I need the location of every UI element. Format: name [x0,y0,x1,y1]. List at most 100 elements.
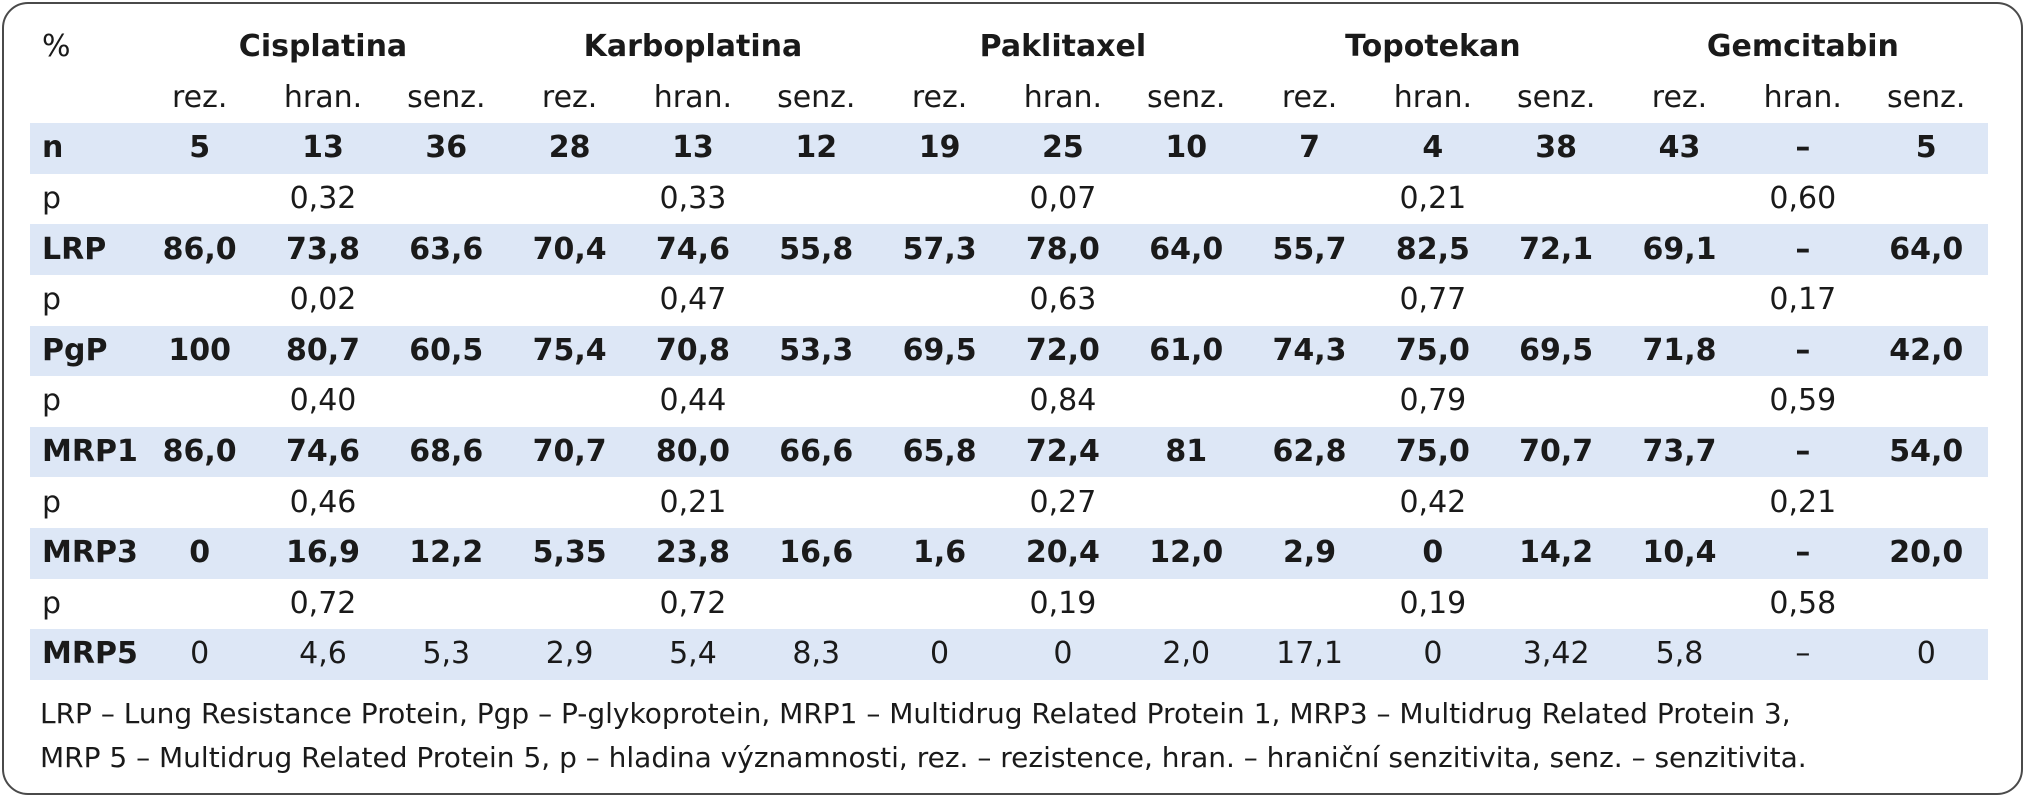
subheader-cell: hran. [653,79,733,115]
table-cell [878,275,1001,326]
table-cell [755,477,878,528]
table-cell: 55,7 [1247,224,1372,275]
table-cell: 82,5 [1371,224,1495,275]
table-cell: – [1741,426,1865,478]
table-cell: 3,42 [1494,629,1618,680]
table-row: p 0,40 0,44 0,84 0,79 0,59 [30,376,1988,427]
table-cell [878,579,1001,630]
table-cell: 0,32 [289,181,357,217]
table-cell: 5,35 [507,527,632,579]
table-cell: 0,19 [1399,585,1467,621]
data-table: % Cisplatina Karboplatina Paklitaxel Topotek… [30,22,1988,680]
table-cell [508,477,631,528]
table-cell: 0,07 [1029,181,1097,217]
table-cell: 0 [138,629,262,680]
table-cell [138,376,261,427]
table-cell: 0,21 [659,484,727,520]
table-row: PgP 100 80,7 60,5 75,4 70,8 53,3 69,5 72,0 61,0 74… [30,325,1988,377]
subheader-cell: senz. [407,79,486,115]
table-cell [1864,477,1988,528]
table-cell: 70,7 [507,426,632,478]
subheader-cell: hran. [1023,79,1103,115]
table-cell: 4,6 [261,629,385,680]
table-cell: 0,72 [289,585,357,621]
subheader-cell: rez. [171,79,228,115]
table-cell [1125,477,1248,528]
table-cell [1248,376,1371,427]
table-cell: 53,3 [754,325,878,377]
table-cell: 0,84 [1029,383,1097,419]
table-cell [1618,477,1741,528]
table-cell: 68,6 [384,426,508,478]
table-cell [508,579,631,630]
table-cell: 0,19 [1029,585,1097,621]
table-cell: 0,27 [1029,484,1097,520]
table-cell: – [1741,224,1865,275]
subheader-cell: rez. [541,79,598,115]
table-cell: 12,2 [384,527,508,579]
table-cell: 74,3 [1247,325,1372,377]
row-label: LRP [30,224,139,275]
table-cell [508,275,631,326]
table-cell: 64,0 [1124,224,1248,275]
table-cell: 86,0 [138,224,262,275]
table-cell [385,275,508,326]
table-cell [1864,579,1988,630]
table-cell: 70,7 [1494,426,1618,478]
table-cell: 0,47 [659,282,727,318]
row-label: n [30,123,139,174]
table-cell: 63,6 [384,224,508,275]
table-cell: 81 [1124,426,1248,478]
table-cell: 62,8 [1247,426,1372,478]
table-cell: 57,3 [877,224,1002,275]
footnote: LRP – Lung Resistance Protein, Pgp – P-g… [40,692,2000,780]
group-header: Gemcitabin [1706,29,1899,65]
table-cell [1125,174,1248,225]
group-header: Paklitaxel [979,29,1147,65]
table-cell: 73,7 [1617,426,1742,478]
table-cell: 0,21 [1399,181,1467,217]
table-cell: – [1741,123,1865,174]
table-cell [508,376,631,427]
table-cell [1495,376,1618,427]
subheader-cell: rez. [1281,79,1338,115]
subheader-cell: senz. [777,79,856,115]
table-cell [385,579,508,630]
table-cell [755,579,878,630]
table-cell: 78,0 [1001,224,1125,275]
table-cell: 0 [877,629,1002,680]
table-cell: 7 [1247,123,1372,174]
table-cell: 20,4 [1001,527,1125,579]
table-cell: 75,0 [1371,325,1495,377]
table-row: n 5 13 36 28 13 12 19 25 10 7 4 38 43–5 [30,123,1988,174]
table-cell: 1,6 [877,527,1002,579]
table-cell: 2,0 [1124,629,1248,680]
table-cell [1495,174,1618,225]
table-cell: 10 [1124,123,1248,174]
table-cell [385,477,508,528]
table-cell [755,174,878,225]
group-header: Cisplatina [238,29,408,65]
table-cell: 0,21 [1769,484,1837,520]
table-cell: 43 [1617,123,1742,174]
table-row: p 0,02 0,47 0,63 0,77 0,17 [30,275,1988,326]
table-cell: – [1741,325,1865,377]
table-cell: 0,59 [1769,383,1837,419]
table-cell: 70,8 [631,325,755,377]
row-label: p [42,383,62,419]
table-cell: 73,8 [261,224,385,275]
subheader-blank [30,73,138,124]
table-cell: 54,0 [1864,426,1988,478]
table-cell: 13 [261,123,385,174]
table-cell [1864,174,1988,225]
group-header: Karboplatina [583,29,803,65]
table-cell: 72,4 [1001,426,1125,478]
table-cell [1495,477,1618,528]
table-cell: 72,0 [1001,325,1125,377]
corner-label: % [42,29,71,65]
table-cell: 0 [1371,527,1495,579]
row-label: p [42,282,62,318]
table-cell: 86,0 [138,426,262,478]
table-cell: 64,0 [1864,224,1988,275]
table-cell: 5,8 [1617,629,1742,680]
